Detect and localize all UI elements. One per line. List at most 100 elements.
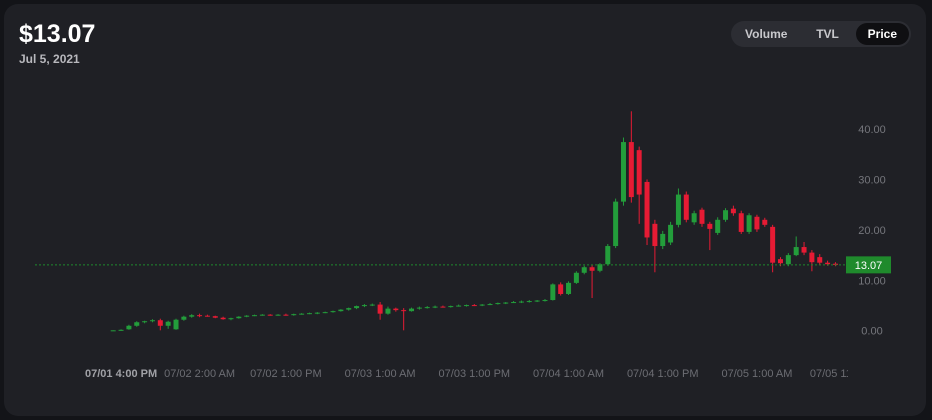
candle-body (401, 310, 407, 312)
candle-body (746, 215, 752, 232)
candle-body (181, 316, 187, 320)
candle-body (322, 312, 328, 314)
x-tick-label: 07/03 1:00 AM (345, 368, 416, 380)
candle-body (817, 257, 823, 263)
candle-body (495, 303, 501, 305)
last-price-label: 13.07 (855, 260, 883, 272)
candle-body (173, 319, 179, 330)
x-tick-label: 07/04 1:00 AM (533, 368, 604, 380)
candle-body (157, 320, 163, 326)
candle-body (691, 213, 697, 223)
y-tick-label: 20.00 (858, 225, 886, 237)
candle-body (393, 308, 399, 311)
candle-body (793, 247, 799, 256)
candle-body (440, 306, 446, 308)
candle-body (346, 308, 352, 310)
candle-body (526, 301, 532, 303)
candle-body (299, 313, 305, 315)
tabs: Volume TVL Price (731, 21, 911, 47)
candle-body (228, 318, 234, 320)
candle-body (518, 301, 524, 303)
candle-body (636, 150, 642, 195)
candle-body (707, 223, 713, 229)
y-tick-label: 30.00 (858, 174, 886, 186)
candle-body (785, 255, 791, 265)
candle-body (754, 216, 760, 230)
x-tick-label: 07/01 4:00 PM (85, 368, 157, 380)
candle-body (275, 314, 281, 316)
candle-body (244, 315, 250, 317)
candle-body (149, 320, 155, 322)
price: $13.07 (19, 20, 96, 48)
candle-body (699, 209, 705, 224)
candle-body (197, 315, 203, 317)
candle-body (770, 226, 776, 263)
candle-body (463, 305, 469, 307)
candle-body (542, 300, 548, 302)
candle-body (377, 304, 383, 314)
x-tick-label: 07/05 11:0 (810, 368, 861, 380)
candle-body (573, 272, 579, 283)
candle-body (652, 223, 658, 247)
candle-body (825, 262, 831, 265)
candle-body (424, 307, 430, 309)
candle-body (723, 210, 729, 220)
candle-body (291, 314, 297, 316)
candle-body (581, 267, 587, 273)
candle-body (471, 305, 477, 307)
candle-body (134, 322, 140, 326)
tab[interactable]: Price (855, 23, 909, 45)
candle-body (715, 219, 721, 233)
candle-body (675, 194, 681, 225)
candle-body (416, 307, 422, 309)
x-tick-label: 07/05 1:00 AM (721, 368, 792, 380)
candle-body (142, 321, 148, 323)
candle-body (534, 300, 540, 302)
candle-body (385, 308, 391, 314)
candle-body (832, 263, 838, 265)
card: $13.07 Jul 5, 2021 Volume TVL Price (4, 4, 926, 416)
candle-body (259, 314, 265, 316)
x-tick-label: 07/03 1:00 PM (439, 368, 511, 380)
candle-body (212, 316, 218, 318)
candle-body (456, 305, 462, 307)
candle-body (220, 317, 226, 320)
candle-body (801, 247, 807, 253)
last-price-box (846, 256, 891, 274)
candle-body (668, 224, 674, 243)
candle-body (479, 304, 485, 306)
y-tick-label: 10.00 (858, 275, 886, 287)
candle-body (605, 246, 611, 265)
candle-body (118, 329, 124, 331)
tab[interactable]: Volume (745, 27, 788, 41)
candle-body (628, 142, 634, 198)
candle-body (660, 233, 666, 247)
candle-body (314, 312, 320, 314)
candle-body (511, 302, 517, 304)
candle-body (330, 311, 336, 313)
candle-body (409, 308, 415, 312)
candle-body (283, 314, 289, 316)
tab[interactable]: TVL (816, 27, 839, 41)
candle-body (597, 264, 603, 271)
candle-body (204, 315, 210, 317)
candle-body (620, 142, 626, 202)
candle-body (110, 330, 116, 332)
candle-body (267, 314, 273, 316)
date: Jul 5, 2021 (19, 52, 80, 66)
candle-body (487, 304, 493, 306)
candle-body (354, 306, 360, 309)
candle-body (165, 321, 171, 326)
candle-body (644, 181, 650, 238)
candle-body (613, 201, 619, 247)
x-tick-label: 07/02 1:00 PM (250, 368, 322, 380)
candle-body (738, 213, 744, 232)
candle-body (683, 194, 689, 220)
x-labels: 07/01 4:00 PM 07/02 2:00 AM 07/02 1:00 PM 0… (85, 368, 861, 380)
candle-body (361, 305, 367, 307)
candle-body (252, 315, 258, 317)
y-tick-label: 0.00 (861, 326, 882, 338)
candle-body (566, 282, 572, 294)
candle-body (369, 304, 375, 306)
